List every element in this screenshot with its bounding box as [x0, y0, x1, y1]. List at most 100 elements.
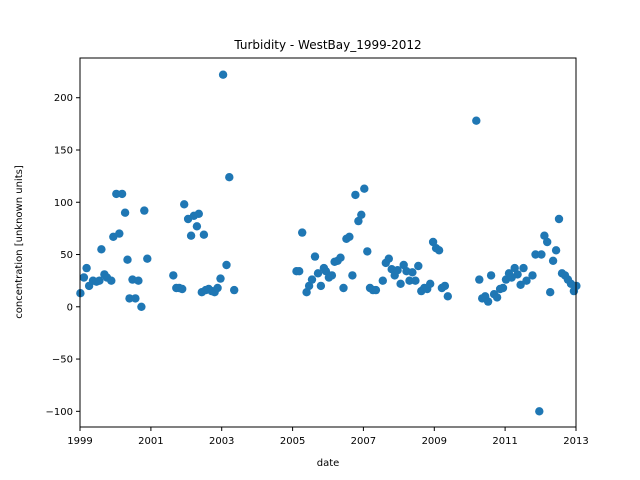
data-point [345, 232, 354, 241]
data-point [137, 302, 146, 311]
data-point [440, 281, 450, 291]
data-point [522, 276, 531, 285]
data-point [546, 288, 555, 297]
data-point [302, 288, 311, 297]
data-points [76, 70, 581, 416]
x-tick-label: 2001 [138, 436, 163, 447]
data-point [336, 253, 345, 262]
data-point [115, 229, 124, 238]
data-point [483, 297, 493, 306]
data-point [351, 190, 360, 200]
data-point [434, 246, 444, 255]
data-point [535, 407, 544, 416]
data-point [143, 254, 152, 263]
x-tick-label: 1999 [67, 436, 92, 447]
data-point [199, 230, 209, 239]
data-point [443, 292, 452, 301]
data-point [192, 222, 202, 231]
data-point [304, 281, 314, 291]
data-point [107, 276, 116, 285]
data-point [327, 271, 337, 280]
x-tick-label: 2013 [563, 436, 588, 447]
data-point [95, 276, 104, 285]
data-point [513, 270, 522, 279]
data-point [230, 285, 239, 295]
x-tick-label: 2007 [351, 436, 376, 447]
data-point [218, 70, 228, 79]
data-point [225, 173, 234, 182]
data-point [472, 116, 481, 125]
y-tick-label: 200 [54, 93, 73, 104]
data-point [492, 293, 502, 302]
x-axis: 1999 2001 2003 2005 2007 2009 2011 2013 [67, 427, 589, 447]
x-tick-label: 2009 [422, 436, 447, 447]
data-point [498, 283, 508, 293]
data-point [405, 276, 414, 285]
data-point [79, 273, 89, 282]
data-point [120, 208, 130, 217]
data-point [194, 209, 203, 218]
data-point [348, 271, 357, 280]
data-point [414, 261, 423, 271]
data-point [307, 275, 317, 284]
data-point [543, 237, 552, 247]
data-point [537, 250, 546, 259]
data-point [169, 271, 178, 280]
data-point [396, 279, 405, 288]
data-point [357, 210, 366, 219]
y-axis: −100 −50 0 50 100 150 200 [46, 93, 80, 418]
data-point [97, 245, 106, 254]
data-point [516, 280, 525, 289]
x-axis-label: date [317, 458, 340, 469]
data-point [125, 294, 134, 303]
data-point [354, 216, 363, 226]
data-point [140, 206, 149, 215]
data-point [321, 267, 331, 276]
data-point [378, 276, 387, 285]
y-tick-label: 50 [60, 250, 73, 261]
data-point [528, 271, 537, 280]
y-tick-label: 150 [54, 145, 73, 156]
data-point [216, 274, 225, 283]
data-point [112, 189, 121, 199]
data-point [551, 246, 561, 255]
data-point [134, 276, 143, 285]
y-axis-label: concentration [unknown units] [14, 165, 25, 319]
data-point [178, 284, 187, 294]
data-point [426, 279, 435, 288]
data-point [213, 283, 222, 293]
data-point [222, 260, 231, 270]
y-tick-label: −50 [52, 355, 73, 366]
data-point [298, 228, 307, 237]
y-tick-label: 0 [67, 302, 73, 313]
data-point [313, 269, 323, 278]
data-point [295, 267, 304, 276]
data-point [554, 214, 564, 224]
data-point [180, 200, 189, 209]
data-point [486, 271, 496, 280]
x-tick-label: 2003 [209, 436, 234, 447]
x-tick-label: 2011 [492, 436, 517, 447]
data-point [117, 189, 127, 199]
data-point [384, 254, 393, 263]
data-point [411, 276, 420, 285]
data-point [393, 266, 402, 275]
y-tick-label: 100 [54, 198, 73, 209]
data-point [316, 281, 326, 291]
y-tick-label: −100 [46, 407, 73, 418]
data-point [82, 263, 91, 273]
data-point [363, 247, 372, 256]
chart-title: Turbidity - WestBay_1999-2012 [233, 38, 421, 52]
data-point [408, 268, 417, 277]
data-point [519, 263, 528, 273]
data-point [186, 231, 196, 240]
data-point [510, 263, 519, 273]
data-point [548, 256, 558, 265]
plot-frame [79, 57, 577, 428]
data-point [540, 231, 549, 240]
data-point [360, 184, 369, 193]
data-point [371, 285, 381, 295]
x-tick-label: 2005 [280, 436, 305, 447]
data-point [475, 275, 484, 284]
